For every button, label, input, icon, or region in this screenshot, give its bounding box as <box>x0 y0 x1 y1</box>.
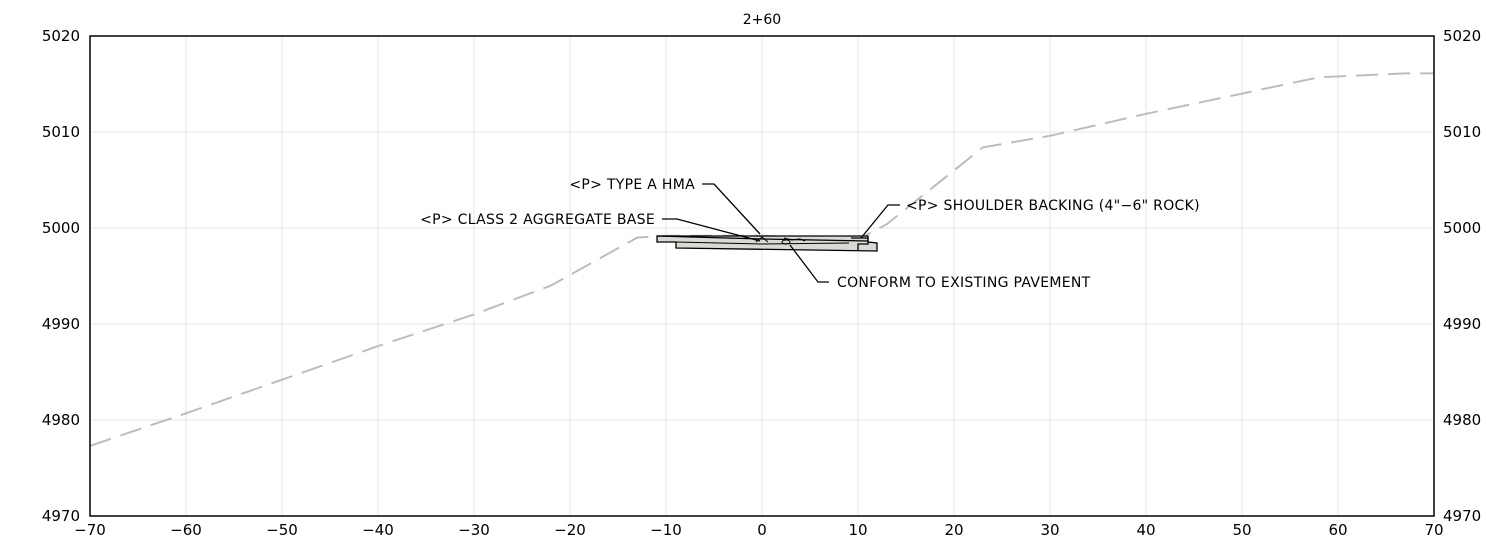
label-type-a-hma: <P> TYPE A HMA <box>569 177 695 193</box>
y-tick-label-left: 4970 <box>42 507 80 525</box>
x-tick-label: 30 <box>1040 521 1059 539</box>
x-tick-label: 50 <box>1232 521 1251 539</box>
leader-class2-base <box>662 218 761 242</box>
y-tick-label-right: 4990 <box>1443 315 1481 333</box>
y-tick-label-right: 4980 <box>1443 411 1481 429</box>
hma-bottom-line <box>675 241 850 245</box>
grid-lines <box>90 36 1434 516</box>
station-title: 2+60 <box>743 12 781 28</box>
label-conform: CONFORM TO EXISTING PAVEMENT <box>837 275 1091 291</box>
y-tick-label-right: 4970 <box>1443 507 1481 525</box>
axis-ticks: −70 −60 −50 −40 −30 −20 −10 0 10 20 30 40 50 60 70 5020… <box>42 27 1481 539</box>
leader-lines <box>662 183 900 283</box>
x-tick-label: −40 <box>362 521 394 539</box>
y-tick-label-right: 5020 <box>1443 27 1481 45</box>
leader-type-a-hma <box>702 183 761 235</box>
x-tick-label: −20 <box>554 521 586 539</box>
x-tick-label: −30 <box>458 521 490 539</box>
conform-taper <box>783 237 806 242</box>
x-tick-label: 0 <box>757 521 767 539</box>
x-tick-label: −60 <box>170 521 202 539</box>
x-tick-label: 10 <box>848 521 867 539</box>
y-tick-label-left: 4990 <box>42 315 80 333</box>
x-tick-label: 70 <box>1424 521 1443 539</box>
conform-point-marker <box>781 239 791 245</box>
pavement-section <box>656 235 878 252</box>
shoulder-backing-shape <box>851 237 869 250</box>
label-class2-base: <P> CLASS 2 AGGREGATE BASE <box>420 212 655 228</box>
leader-conform <box>789 244 829 283</box>
y-tick-label-left: 5000 <box>42 219 80 237</box>
y-tick-label-left: 5020 <box>42 27 80 45</box>
y-tick-label-left: 4980 <box>42 411 80 429</box>
y-tick-label-right: 5000 <box>1443 219 1481 237</box>
x-tick-label: 20 <box>944 521 963 539</box>
leader-shoulder-backing <box>860 204 900 239</box>
y-tick-label-right: 5010 <box>1443 123 1481 141</box>
plot-frame <box>89 35 1435 517</box>
x-tick-label: 60 <box>1328 521 1347 539</box>
x-tick-label: 40 <box>1136 521 1155 539</box>
label-shoulder-backing: <P> SHOULDER BACKING (4"−6" ROCK) <box>906 198 1200 214</box>
x-tick-label: −50 <box>266 521 298 539</box>
hma-surface-line <box>656 235 869 242</box>
x-tick-label: −10 <box>650 521 682 539</box>
y-tick-label-left: 5010 <box>42 123 80 141</box>
x-tick-label: −70 <box>74 521 106 539</box>
